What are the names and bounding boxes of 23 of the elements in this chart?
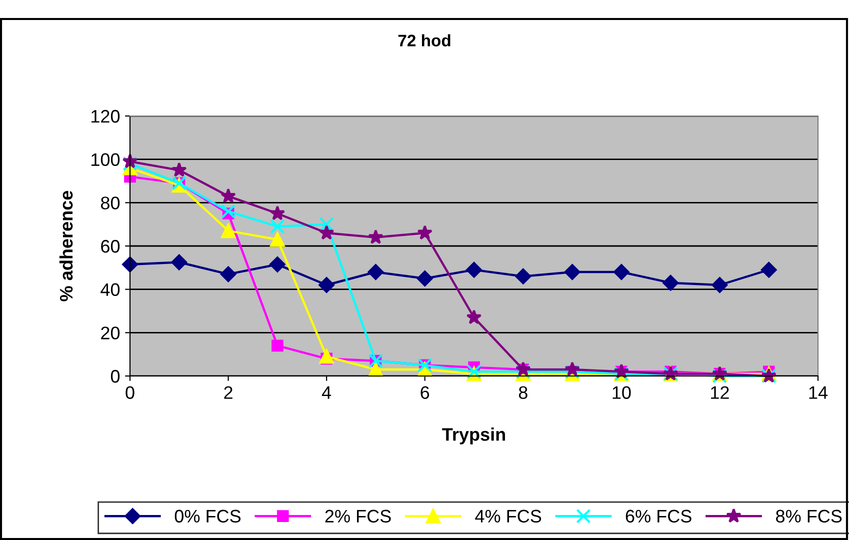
- legend-label: 6% FCS: [626, 510, 692, 523]
- x-tick-label: 14: [809, 386, 828, 399]
- x-tick-label: 4: [322, 386, 332, 399]
- legend-label: 0% FCS: [174, 510, 241, 523]
- x-tick-label: 12: [711, 386, 729, 399]
- x-tick-label: 0: [126, 386, 134, 399]
- x-tick-label: 6: [420, 386, 430, 399]
- y-tick-label: 80: [100, 196, 120, 210]
- y-axis-title: % adherence: [59, 190, 73, 302]
- y-tick-label: 120: [92, 110, 120, 123]
- legend-label: 8% FCS: [776, 510, 842, 523]
- y-tick-label: 60: [101, 240, 120, 253]
- y-tick-label: 40: [100, 283, 120, 296]
- x-tick-label: 8: [518, 386, 528, 399]
- y-tick-label: 20: [101, 326, 120, 340]
- x-axis-title: Trypsin: [442, 428, 505, 444]
- legend-label: 4% FCS: [475, 510, 542, 523]
- x-tick-label: 10: [612, 386, 631, 399]
- x-tick-label: 2: [224, 386, 232, 399]
- y-tick-label: 0: [110, 370, 120, 383]
- chart-title: 72 hod: [398, 34, 450, 46]
- legend-label: 2% FCS: [325, 510, 391, 523]
- y-tick-label: 100: [92, 153, 120, 166]
